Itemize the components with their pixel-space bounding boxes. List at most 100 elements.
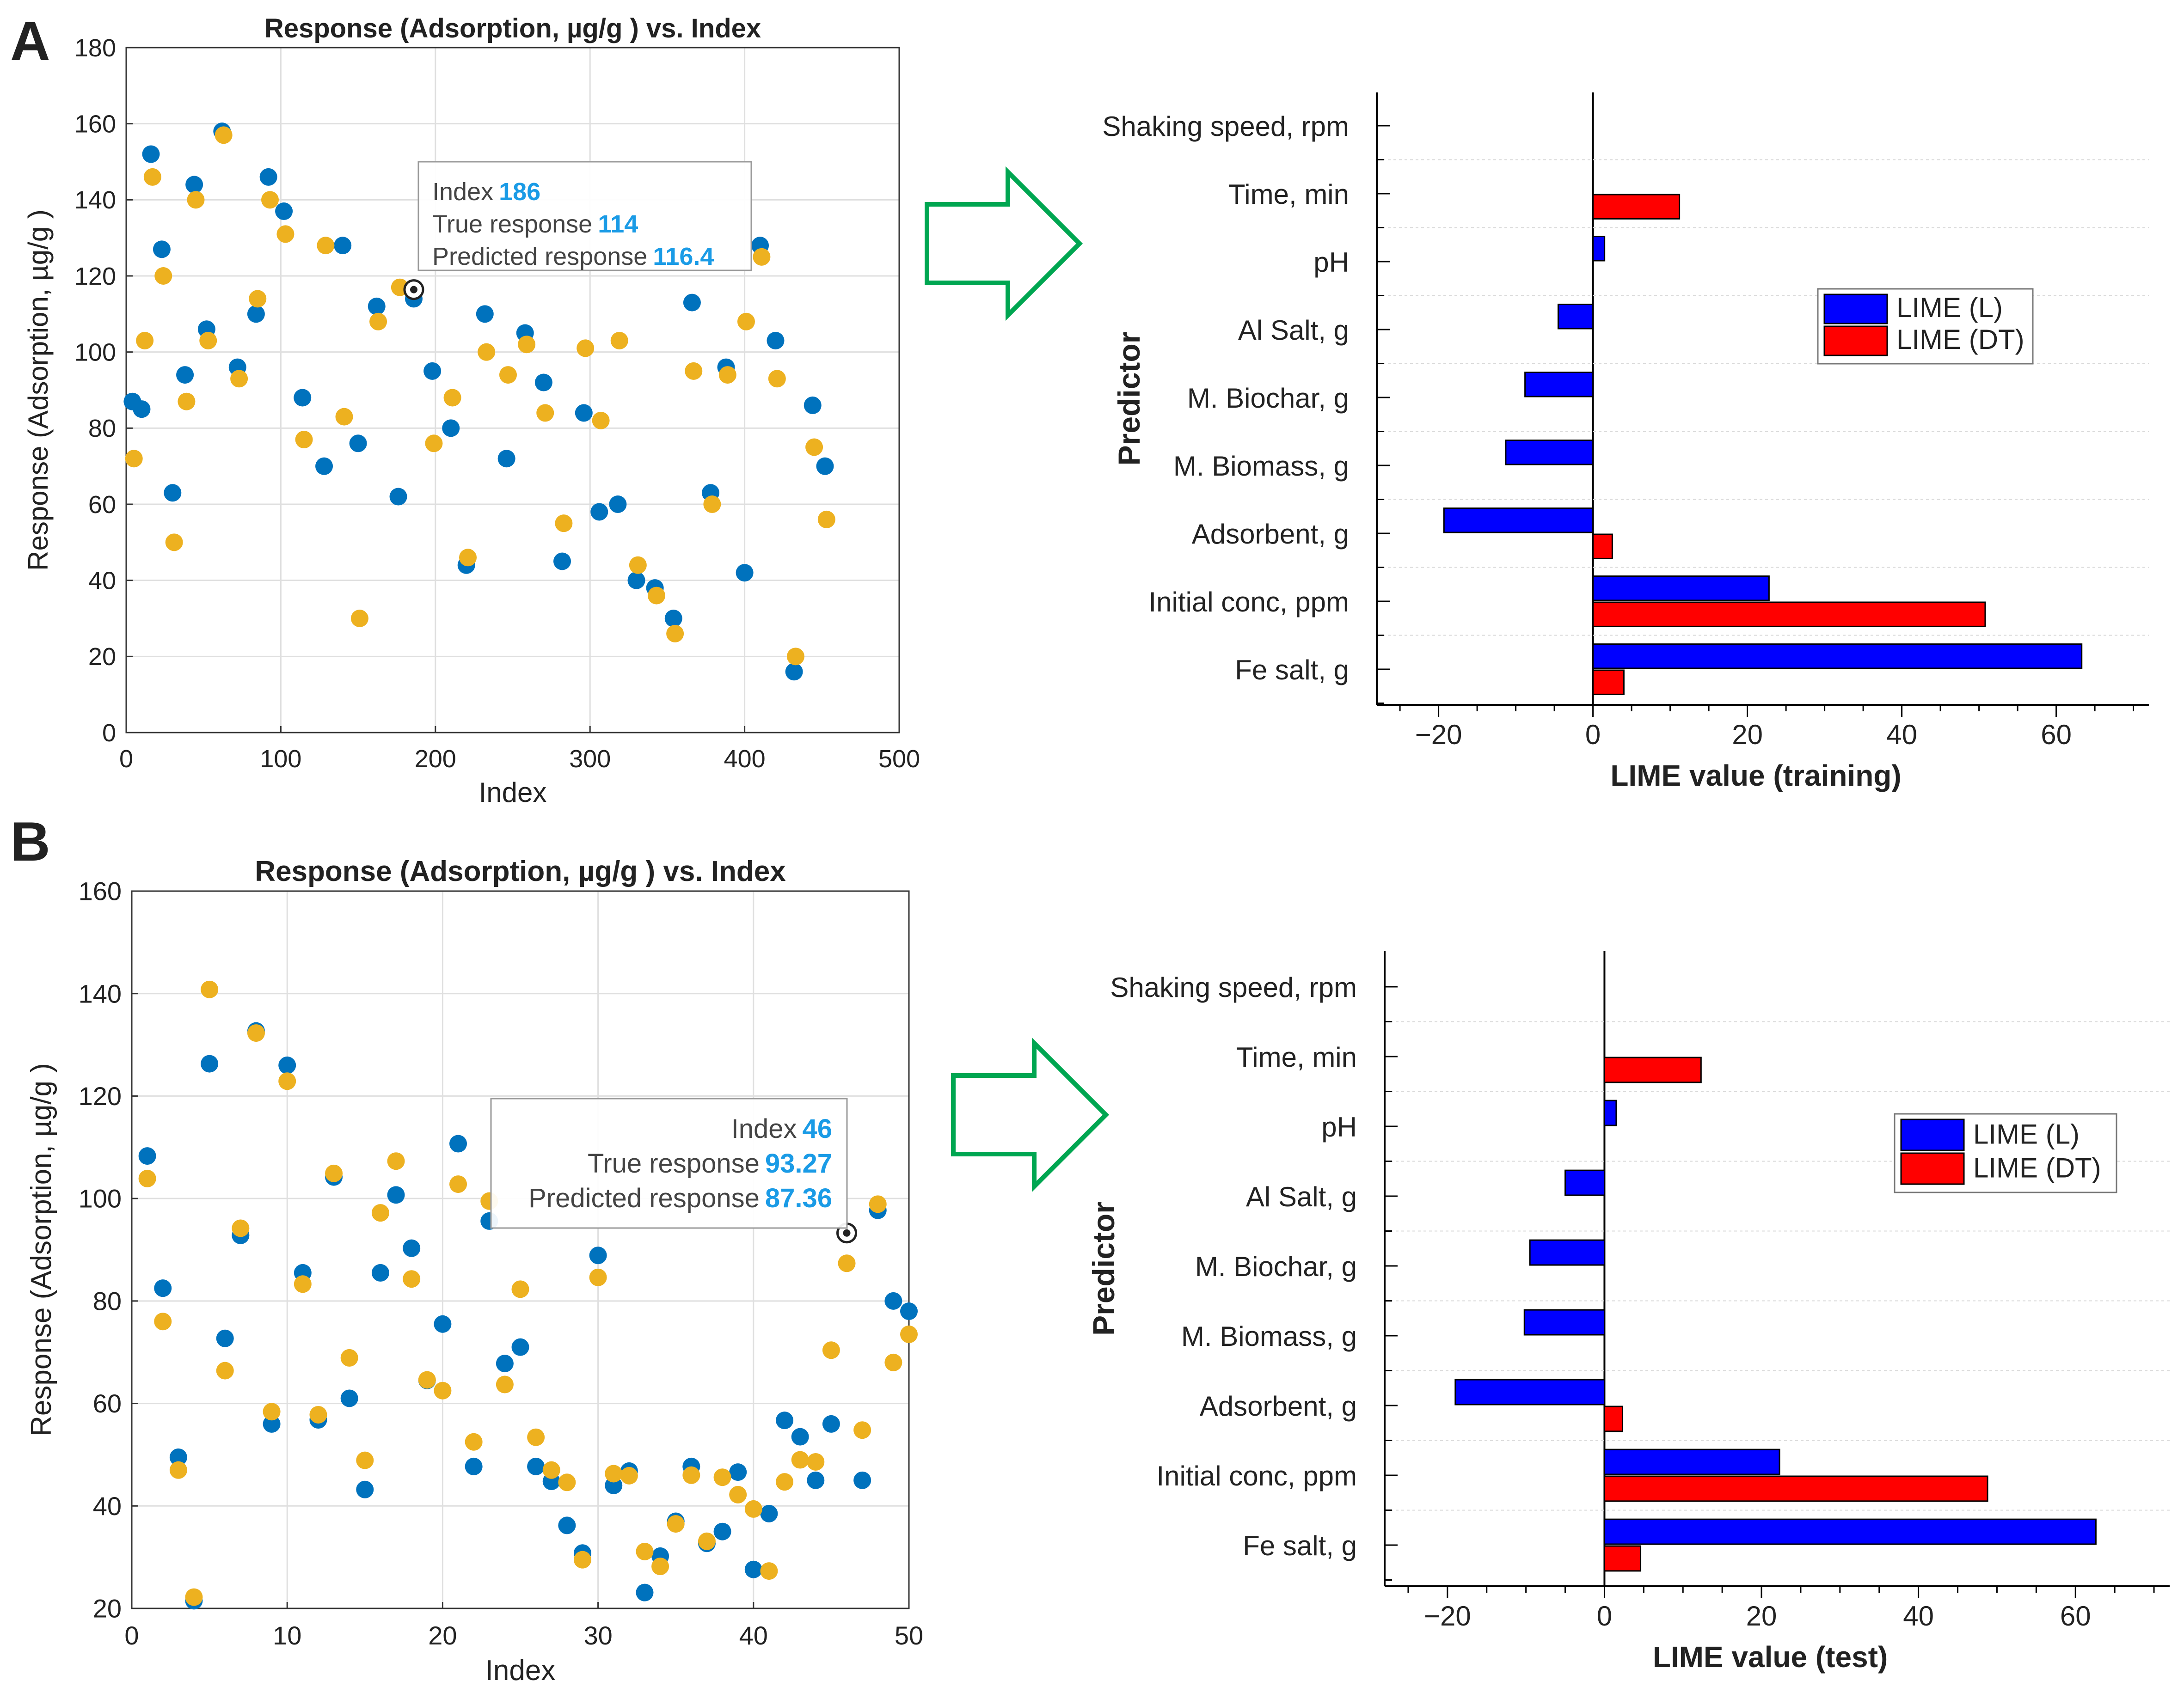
chart-title: Response (Adsorption, µg/g ) vs. Index xyxy=(264,13,761,43)
datatip-a-index: Index 186 xyxy=(432,178,540,206)
true-response-point xyxy=(176,366,194,384)
predicted-response-point xyxy=(776,1473,794,1491)
x-tick-label: 40 xyxy=(1886,719,1917,750)
x-tick-label: 30 xyxy=(583,1621,612,1650)
predicted-response-point xyxy=(418,1371,436,1389)
x-axis-label: Index xyxy=(485,1655,556,1687)
category-label: Adsorbent, g xyxy=(1200,1391,1357,1422)
datatip-a-true: True response 114 xyxy=(432,210,638,238)
predicted-response-point xyxy=(247,1024,265,1042)
predicted-response-point xyxy=(536,404,554,422)
predicted-response-point xyxy=(178,392,196,410)
true-response-point xyxy=(476,305,494,323)
category-label: Shaking speed, rpm xyxy=(1110,972,1357,1003)
predicted-response-point xyxy=(838,1254,856,1272)
predicted-response-point xyxy=(558,1473,576,1491)
lime-dt-bar xyxy=(1603,1057,1702,1083)
true-response-point xyxy=(263,1415,281,1433)
predicted-response-point xyxy=(822,1341,840,1359)
true-response-point xyxy=(785,663,803,681)
y-axis-label: Predictor xyxy=(1112,332,1146,466)
true-response-point xyxy=(356,1480,374,1498)
predicted-response-point xyxy=(760,1562,778,1580)
datatip-b-index: Index 46 xyxy=(731,1114,832,1144)
predicted-response-point xyxy=(261,191,279,209)
legend-swatch xyxy=(1900,1152,1965,1185)
true-response-point xyxy=(776,1412,794,1430)
x-tick-label: 0 xyxy=(124,1621,139,1650)
predicted-response-point xyxy=(143,168,161,186)
predicted-response-point xyxy=(685,362,703,380)
predicted-response-point xyxy=(667,1515,685,1533)
true-response-point xyxy=(334,237,352,255)
true-response-point xyxy=(349,434,367,452)
predicted-response-point xyxy=(869,1195,887,1213)
x-tick-label: 20 xyxy=(1732,719,1763,750)
true-response-point xyxy=(442,419,460,437)
predicted-response-point xyxy=(216,1362,234,1380)
true-response-point xyxy=(736,564,754,582)
predicted-response-point xyxy=(718,366,736,384)
lime-dt-bar xyxy=(1592,533,1613,559)
predicted-response-point xyxy=(434,1381,452,1400)
legend-swatch xyxy=(1900,1118,1965,1151)
predicted-response-point xyxy=(138,1169,156,1187)
datatip-b[interactable]: Index 46 True response 93.27 Predicted res… xyxy=(490,1098,848,1229)
x-tick-label: 50 xyxy=(895,1621,923,1650)
predicted-response-point xyxy=(620,1467,638,1485)
true-response-point xyxy=(201,1055,219,1073)
predicted-response-point xyxy=(786,648,804,666)
lime-l-bar xyxy=(1524,372,1594,397)
lime-l-bar xyxy=(1454,1379,1605,1406)
category-label: Time, min xyxy=(1236,1042,1357,1073)
predicted-response-point xyxy=(573,1551,591,1569)
predicted-response-point xyxy=(125,450,143,468)
true-response-point xyxy=(527,1457,545,1475)
y-tick-label: 160 xyxy=(79,877,122,906)
predicted-response-point xyxy=(511,1280,529,1298)
predicted-response-point xyxy=(636,1542,654,1560)
lime-dt-bar xyxy=(1592,669,1625,695)
category-label: Adsorbent, g xyxy=(1192,519,1349,550)
predicted-response-point xyxy=(294,1275,312,1293)
true-response-point xyxy=(389,488,407,506)
predicted-response-point xyxy=(900,1325,918,1343)
lime-dt-bar xyxy=(1603,1475,1988,1502)
true-response-point xyxy=(315,457,333,475)
y-tick-label: 60 xyxy=(93,1389,122,1418)
category-label: Shaking speed, rpm xyxy=(1102,111,1349,142)
true-response-point xyxy=(153,240,171,258)
panel-label-a: A xyxy=(10,10,50,72)
true-response-point xyxy=(884,1292,902,1310)
plot-area xyxy=(126,48,899,733)
lime-l-bar xyxy=(1529,1239,1605,1266)
scatter-chart-a: 0 100 200 300 400 500 0 20 40 60 80 100 120 140 160 180… xyxy=(23,13,920,808)
predicted-response-point xyxy=(577,339,595,357)
true-response-point xyxy=(609,495,627,513)
true-response-point xyxy=(589,1247,607,1265)
x-tick-label: 500 xyxy=(878,745,920,773)
panel-label-b-text: B xyxy=(10,811,50,873)
predicted-response-point xyxy=(232,1219,250,1237)
true-response-point xyxy=(804,396,822,414)
true-response-point xyxy=(807,1471,825,1489)
predicted-response-point xyxy=(729,1485,747,1503)
true-response-point xyxy=(434,1315,452,1333)
true-response-point xyxy=(534,373,552,391)
category-label: Initial conc, ppm xyxy=(1156,1461,1357,1491)
predicted-response-point xyxy=(201,980,219,998)
predicted-response-point xyxy=(737,312,755,330)
predicted-response-point xyxy=(592,411,610,429)
x-tick-label: 0 xyxy=(1585,719,1601,750)
x-tick-label: 40 xyxy=(1903,1601,1934,1632)
y-tick-label: 80 xyxy=(88,415,116,442)
datatip-a[interactable]: Index 186 True response 114 Predicted resp… xyxy=(417,161,752,271)
selected-point-dot xyxy=(410,286,417,293)
x-tick-label: −20 xyxy=(1415,719,1462,750)
lime-l-bar xyxy=(1505,440,1594,465)
true-response-point xyxy=(164,484,182,502)
y-tick-label: 0 xyxy=(102,719,116,747)
predicted-response-point xyxy=(555,514,573,532)
predicted-response-point xyxy=(371,1204,389,1222)
predicted-response-point xyxy=(527,1428,545,1446)
